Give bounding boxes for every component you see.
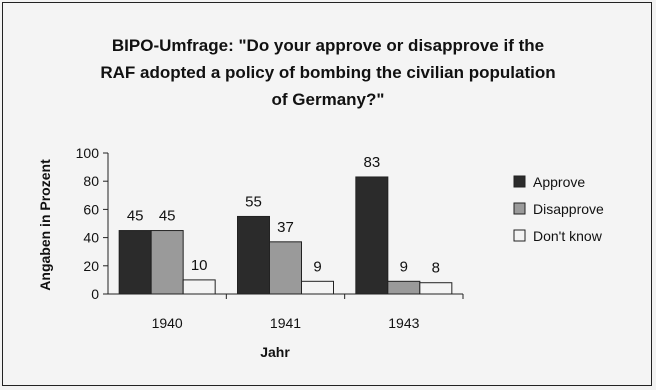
- data-label: 45: [159, 208, 176, 225]
- y-tick-label: 100: [76, 145, 100, 161]
- bar-approve-1941: [237, 215, 270, 295]
- legend: Approve Disapprove Don't know: [513, 174, 604, 244]
- bar-disapprove-1943: [387, 280, 421, 295]
- bar-disapprove-1940: [150, 230, 184, 295]
- x-axis-title: Jahr: [260, 344, 290, 360]
- y-tick-label: 60: [83, 201, 99, 217]
- legend-swatch-disapprove: [513, 202, 526, 215]
- chart-title-line-2: RAF adopted a policy of bombing the civi…: [100, 63, 555, 82]
- data-label: 55: [245, 193, 262, 210]
- y-tick-label: 40: [83, 230, 99, 246]
- y-tick-label: 80: [83, 173, 99, 189]
- data-label: 9: [400, 258, 408, 275]
- data-label: 37: [277, 219, 294, 236]
- data-label: 10: [191, 257, 208, 274]
- legend-swatch-don-t-know: [513, 229, 526, 242]
- bar-don-t-know-1940: [182, 279, 216, 295]
- x-tick-label: 1943: [388, 315, 419, 331]
- data-label: 8: [432, 260, 440, 277]
- legend-swatch-approve: [513, 175, 526, 188]
- bar-don-t-know-1943: [419, 282, 453, 295]
- y-tick-label: 0: [91, 286, 99, 302]
- x-tick-label: 1940: [152, 315, 183, 331]
- legend-label: Approve: [533, 174, 585, 190]
- data-label: 83: [363, 154, 380, 171]
- chart-title-line-1: BIPO-Umfrage: "Do your approve or disapp…: [112, 36, 544, 55]
- legend-label: Don't know: [533, 228, 603, 244]
- x-tick-label: 1941: [270, 315, 301, 331]
- chart-frame: [2, 2, 652, 386]
- plot-area: 0 20 40 60 80 100 45 45 10 1940 55 37 9 1941 83 9 8 1943: [76, 145, 464, 331]
- bar-disapprove-1941: [269, 241, 302, 295]
- data-label: 45: [127, 208, 144, 225]
- data-label: 9: [313, 258, 321, 275]
- y-tick-label: 20: [83, 258, 99, 274]
- bar-don-t-know-1941: [301, 280, 334, 295]
- legend-label: Disapprove: [533, 201, 604, 217]
- chart-title-line-3: of Germany?": [272, 90, 385, 109]
- y-axis-title: Angaben in Prozent: [37, 159, 53, 291]
- bar-approve-1943: [355, 176, 389, 295]
- bar-approve-1940: [118, 230, 152, 295]
